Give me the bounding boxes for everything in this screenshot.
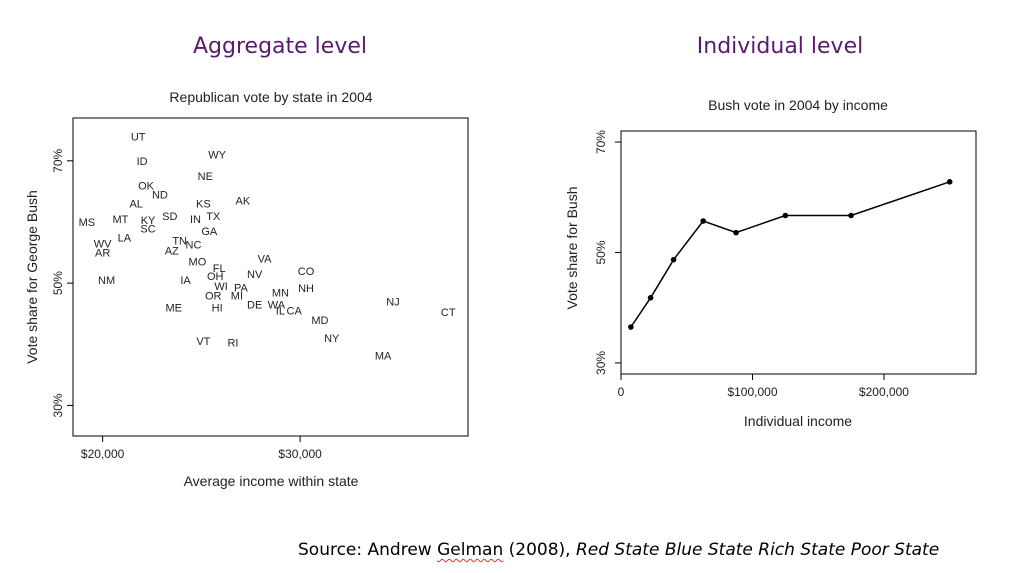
ind-x-axis-label: Individual income: [744, 413, 852, 429]
state-point-vt: VT: [196, 336, 210, 348]
state-point-sd: SD: [162, 211, 177, 223]
income-point: [700, 218, 706, 224]
state-point-me: ME: [165, 303, 182, 315]
state-point-al: AL: [129, 199, 142, 211]
state-point-fl: FL: [213, 263, 226, 275]
state-point-ks: KS: [196, 199, 211, 211]
state-point-ok: OK: [138, 180, 155, 192]
state-point-in: IN: [190, 214, 201, 226]
agg-x-tick-label: $20,000: [81, 447, 125, 461]
income-point: [848, 212, 854, 219]
state-point-ia: IA: [180, 275, 191, 287]
state-point-ny: NY: [324, 333, 340, 345]
state-point-id: ID: [137, 156, 148, 168]
source-year: (2008),: [503, 540, 576, 560]
bush-vote-line: [630, 181, 950, 328]
state-point-nv: NV: [247, 269, 263, 281]
state-point-ar: AR: [95, 248, 110, 260]
state-point-ma: MA: [375, 350, 392, 362]
income-point: [733, 229, 739, 236]
ind-x-tick-label: $100,000: [727, 385, 777, 399]
state-point-ri: RI: [227, 337, 238, 349]
source-book-title: Red State Blue State Rich State Poor Sta…: [575, 540, 940, 560]
state-point-ut: UT: [131, 131, 146, 143]
agg-x-tick-label: $30,000: [278, 447, 322, 461]
agg-x-axis-label: Average income within state: [184, 473, 359, 489]
state-point-or: OR: [205, 290, 222, 302]
state-point-nj: NJ: [386, 296, 399, 308]
state-point-tx: TX: [206, 211, 221, 223]
state-point-la: LA: [118, 232, 132, 244]
state-point-mn: MN: [272, 287, 289, 299]
ind-plot-frame: [620, 130, 977, 375]
income-point: [628, 324, 634, 330]
agg-y-tick-label: 50%: [51, 271, 65, 295]
state-point-mt: MT: [112, 214, 128, 226]
state-point-co: CO: [298, 266, 315, 278]
state-point-mi: MI: [231, 290, 243, 302]
agg-y-axis-label: Vote share for George Bush: [24, 190, 40, 364]
state-point-wv: WV: [94, 238, 112, 250]
source-citation: Source: Andrew Gelman (2008), Red State …: [298, 540, 939, 560]
income-point: [782, 212, 789, 219]
income-point: [647, 294, 654, 301]
source-prefix: Source: Andrew: [298, 540, 438, 560]
ind-y-axis-label: Vote share for Bush: [564, 187, 580, 310]
state-point-sc: SC: [140, 224, 155, 236]
state-point-va: VA: [258, 254, 273, 266]
state-point-tn: TN: [172, 235, 187, 247]
state-point-ms: MS: [79, 217, 96, 229]
ind-y-tick-label: 30%: [594, 351, 608, 375]
income-point: [946, 179, 953, 185]
state-point-ky: KY: [141, 215, 156, 227]
agg-plot-frame: [72, 117, 469, 437]
ind-chart-title: Bush vote in 2004 by income: [708, 97, 888, 113]
state-point-ca: CA: [287, 306, 303, 318]
state-point-az: AZ: [165, 246, 179, 258]
state-point-oh: OH: [207, 271, 224, 283]
income-point: [670, 256, 677, 263]
source-author: Gelman: [437, 540, 504, 560]
ind-y-tick-label: 50%: [594, 240, 608, 264]
state-point-nh: NH: [298, 283, 314, 295]
state-point-de: DE: [247, 300, 262, 312]
state-point-nd: ND: [152, 189, 168, 201]
ind-y-tick-label: 70%: [594, 130, 608, 154]
state-point-il: IL: [276, 306, 285, 318]
state-point-ak: AK: [236, 196, 251, 208]
state-point-wi: WI: [214, 281, 227, 293]
state-point-md: MD: [311, 315, 328, 327]
ind-x-tick-label: $200,000: [859, 385, 909, 399]
state-point-hi: HI: [212, 303, 223, 315]
ind-x-tick-label: 0: [618, 385, 625, 399]
state-point-wy: WY: [208, 150, 226, 162]
state-point-ne: NE: [198, 171, 213, 183]
state-point-nc: NC: [186, 240, 202, 252]
state-point-ga: GA: [201, 226, 218, 238]
agg-y-tick-label: 70%: [51, 148, 65, 172]
state-point-mo: MO: [189, 257, 207, 269]
agg-chart-title: Republican vote by state in 2004: [169, 89, 372, 105]
agg-y-tick-label: 30%: [51, 393, 65, 417]
state-point-wa: WA: [268, 300, 286, 312]
state-point-pa: PA: [234, 282, 249, 294]
state-point-ct: CT: [441, 307, 456, 319]
aggregate-level-heading: Aggregate level: [193, 34, 367, 59]
individual-level-heading: Individual level: [696, 34, 864, 59]
state-point-nm: NM: [98, 275, 115, 287]
